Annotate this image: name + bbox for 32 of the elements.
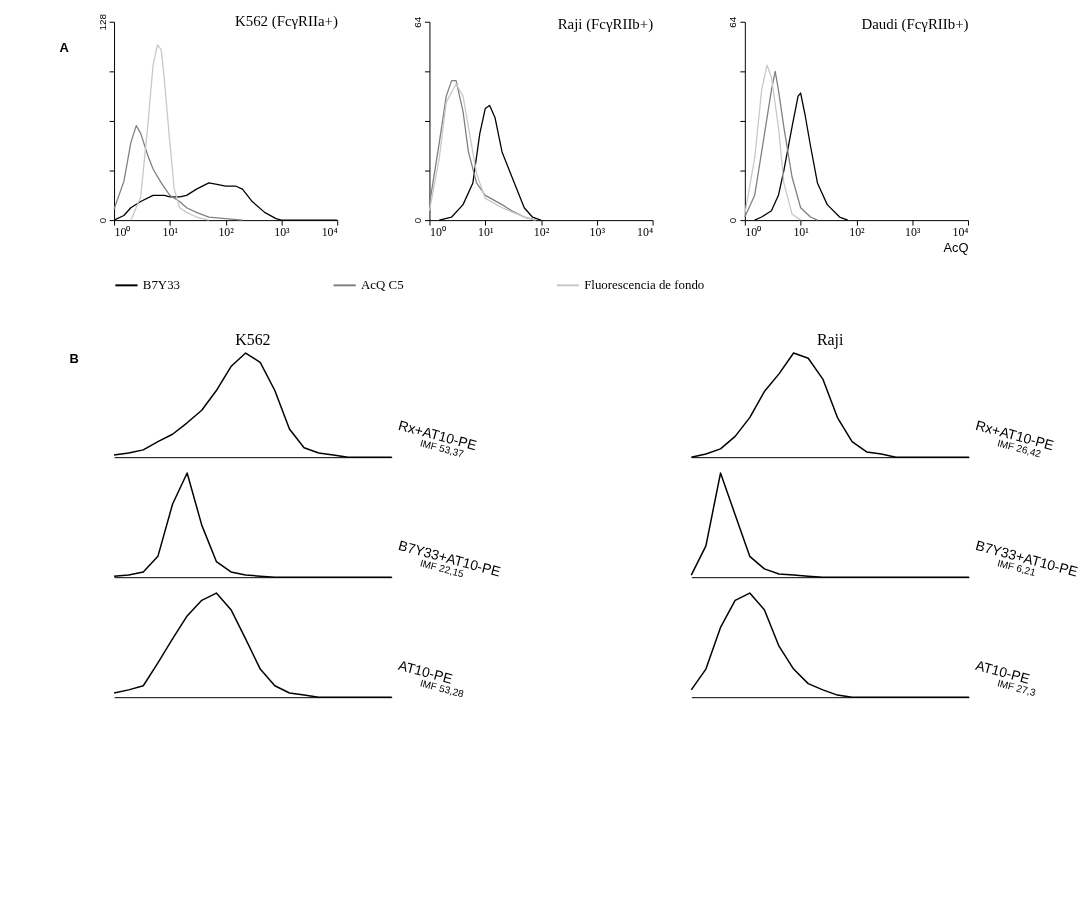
- chart-title: K562 (FcγRIIa+): [235, 13, 338, 31]
- x-tick-label: 10⁰: [745, 225, 762, 240]
- chart-title: Raji (FcγRIIb+): [557, 16, 654, 34]
- x-tick-label: 10¹: [793, 225, 810, 240]
- x-tick-label: 10²: [533, 225, 550, 240]
- chart-title: K562: [235, 331, 271, 349]
- x-tick-label: 10²: [218, 225, 235, 240]
- text: A: [59, 39, 69, 55]
- legend-label: B7Y33: [142, 278, 181, 293]
- text: B: [69, 350, 79, 366]
- x-tick-label: 10²: [849, 225, 866, 240]
- x-tick-label: 10⁴: [321, 225, 338, 240]
- y-tick-label: 128: [96, 13, 108, 31]
- x-tick-label: 10³: [904, 225, 921, 240]
- y-tick-label: 64: [412, 16, 424, 28]
- y-tick-label: 0: [727, 217, 739, 224]
- x-tick-label: 10³: [589, 225, 606, 240]
- x-tick-label: 10⁰: [429, 225, 446, 240]
- y-tick-label: 64: [727, 16, 739, 28]
- x-axis-title: AcQ: [943, 240, 969, 256]
- y-tick-label: 0: [412, 217, 424, 224]
- x-tick-label: 10¹: [478, 225, 494, 240]
- x-tick-label: 10⁴: [952, 225, 969, 240]
- legend-label: Fluorescencia de fondo: [584, 278, 705, 293]
- x-tick-label: 10³: [274, 225, 291, 240]
- y-tick-label: 0: [96, 217, 108, 224]
- chart-title: Raji: [816, 331, 844, 350]
- x-tick-label: 10¹: [162, 225, 179, 240]
- chart-title: Daudi (FcγRIIb+): [861, 16, 969, 34]
- x-tick-label: 10⁰: [114, 225, 131, 240]
- x-tick-label: 10⁴: [637, 225, 654, 240]
- legend-label: AcQ C5: [361, 278, 404, 293]
